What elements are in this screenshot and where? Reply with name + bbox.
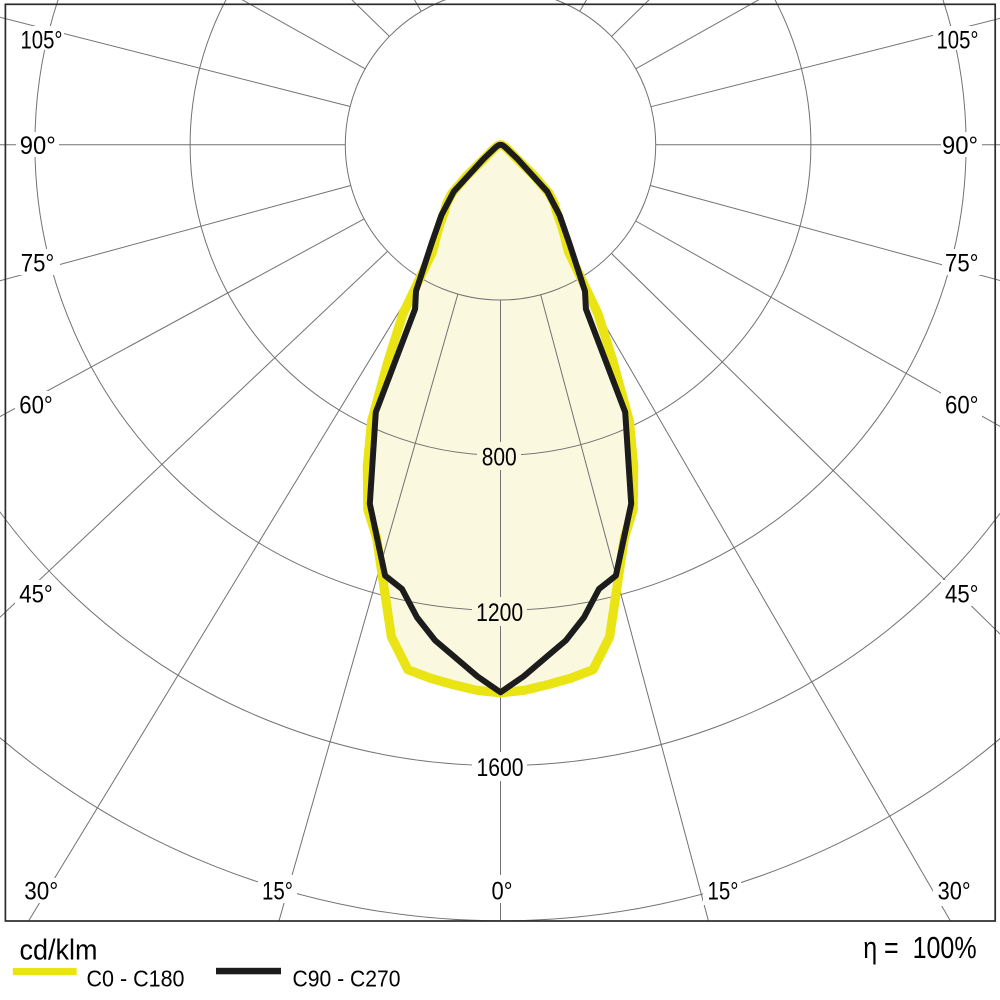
svg-text:90°: 90° [942,132,978,160]
svg-text:C90 - C270: C90 - C270 [293,965,401,991]
svg-text:η = 100%: η = 100% [863,930,976,965]
svg-text:30°: 30° [938,877,971,905]
svg-text:45°: 45° [945,581,979,609]
svg-text:60°: 60° [19,392,53,420]
svg-text:15°: 15° [262,877,293,905]
svg-text:45°: 45° [19,581,53,609]
svg-text:C0 - C180: C0 - C180 [87,965,185,991]
svg-text:1200: 1200 [476,599,523,627]
svg-text:0°: 0° [492,877,513,905]
svg-text:60°: 60° [945,392,979,420]
svg-text:75°: 75° [945,250,979,278]
svg-text:105°: 105° [937,26,979,54]
svg-text:cd/klm: cd/klm [20,934,98,966]
svg-text:105°: 105° [21,26,63,54]
svg-text:30°: 30° [24,877,58,905]
svg-text:1600: 1600 [477,754,524,782]
svg-text:15°: 15° [708,877,739,905]
svg-text:90°: 90° [20,132,56,160]
svg-text:75°: 75° [21,250,55,278]
svg-text:800: 800 [482,444,517,472]
